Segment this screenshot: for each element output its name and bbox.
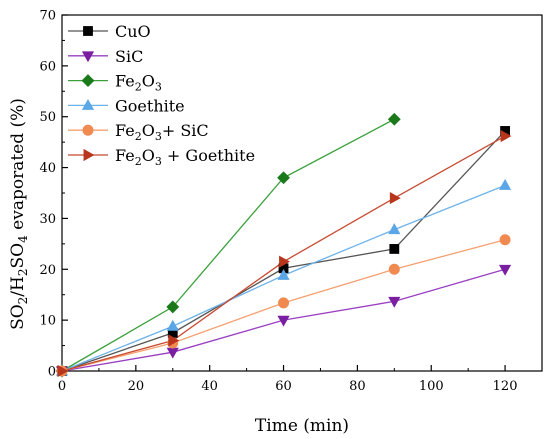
y-tick-label: 50 [39,110,56,125]
legend-marker [82,124,94,136]
data-point [166,300,180,314]
y-tick-label: 10 [39,314,56,329]
data-point [278,297,290,309]
data-point [388,296,401,308]
x-tick-label: 20 [128,379,145,394]
data-point [498,178,512,190]
legend-marker [83,26,93,36]
legend-label-part: 3 [155,81,162,94]
legend-label-part: O [142,146,155,165]
legend-label-part: Fe [115,146,135,165]
legend-entry: Fe2O3 + Goethite [115,146,255,168]
y-tick-label: 0 [48,365,56,380]
series-line-2 [61,118,395,372]
y-tick-label: 40 [39,161,56,176]
legend-label-part: Goethite [115,96,185,115]
legend-marker [83,148,95,162]
series-points [55,112,512,378]
legend-entry: Fe2O3 [115,72,162,94]
data-point [57,364,69,378]
data-point [277,171,290,185]
data-point [387,112,401,126]
data-point [279,255,290,268]
legend-label-part: CuO [115,22,151,41]
legend-entry: Fe2O3+ SiC [115,121,209,143]
legend-entry: CuO [115,22,151,41]
data-point [168,334,180,347]
data-point [389,244,400,254]
x-tick-label: 60 [275,379,292,394]
data-point [498,264,512,276]
legend-label-part: 2 [135,81,142,94]
legend-label-part: 2 [135,130,142,143]
legend-label-part: 3 [155,155,162,168]
x-tick-label: 40 [201,379,218,394]
legend-entry: Goethite [115,96,185,115]
data-point [388,263,400,275]
data-point [388,223,401,235]
data-point [277,315,290,327]
x-axis-label: Time (min) [255,416,349,436]
x-tick-label: 120 [493,379,518,394]
y-tick-label: 60 [39,59,56,74]
data-point [499,234,511,246]
legend-marker [81,98,95,110]
legend-marker [81,74,95,88]
data-point [389,192,401,205]
legend-label-part: 2 [135,155,142,168]
legend-label-part: SiC [115,47,143,66]
x-tick-label: 80 [349,379,366,394]
series-line-0 [61,130,506,372]
legend-label-part: O [142,72,155,91]
legend-label-part: Fe [115,121,135,140]
legend-marker [81,51,95,63]
legend-label-part: 3 [155,130,162,143]
data-point [166,319,179,331]
x-tick-label: 100 [419,379,444,394]
legend-entry: SiC [115,47,143,66]
legend-label-part: + SiC [162,121,209,140]
legend-label-part: + Goethite [162,146,255,165]
series-line-5 [61,135,506,372]
data-point [500,129,512,143]
x-tick-label: 0 [58,379,66,394]
axes: 0 20 40 60 80 100 120 0 10 20 30 40 50 60 70 [39,9,543,394]
legend-label-part: O [142,121,155,140]
y-axis-label: SO2/H2SO4 evaporated (%) [8,98,30,330]
data-point [277,268,290,280]
y-tick-label: 30 [39,212,56,227]
y-tick-label: 70 [39,9,56,24]
y-tick-label: 20 [39,263,56,278]
legend-label-part: Fe [115,72,135,91]
